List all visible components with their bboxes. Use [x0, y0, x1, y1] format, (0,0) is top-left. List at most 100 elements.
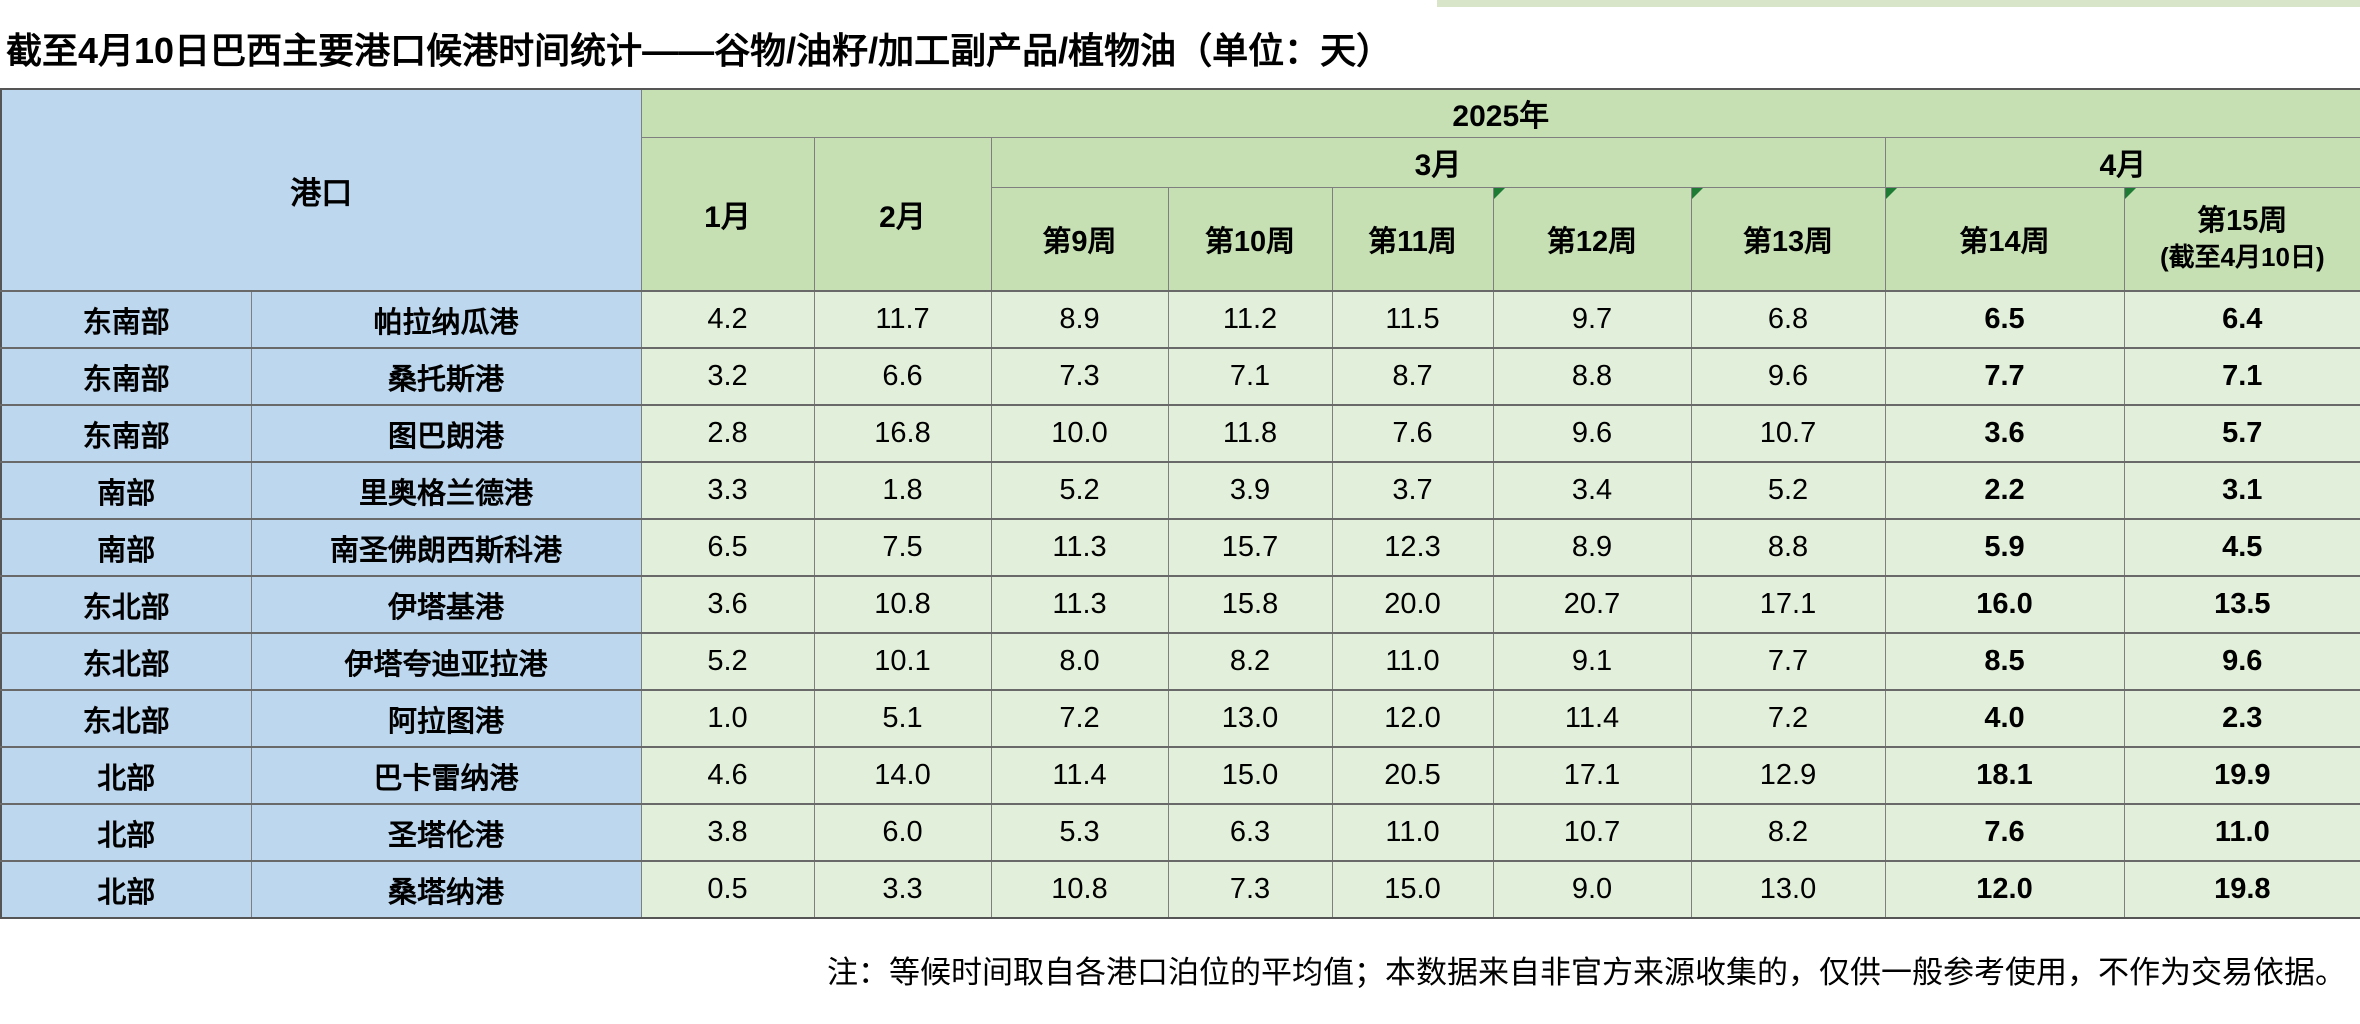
value-cell[interactable]: 7.7	[1884, 347, 2125, 406]
region-cell[interactable]: 北部	[0, 746, 252, 805]
value-cell[interactable]: 19.8	[2123, 860, 2360, 919]
value-cell[interactable]: 6.0	[813, 803, 992, 862]
value-cell[interactable]: 7.6	[1884, 803, 2125, 862]
value-cell[interactable]: 19.9	[2123, 746, 2360, 805]
value-cell[interactable]: 5.2	[640, 632, 815, 691]
value-cell[interactable]: 8.0	[990, 632, 1169, 691]
value-cell[interactable]: 3.6	[640, 575, 815, 634]
value-cell[interactable]: 8.8	[1690, 518, 1886, 577]
value-cell[interactable]: 9.7	[1492, 290, 1692, 349]
value-cell[interactable]: 6.5	[1884, 290, 2125, 349]
value-cell[interactable]: 11.7	[813, 290, 992, 349]
value-cell[interactable]: 5.7	[2123, 404, 2360, 463]
value-cell[interactable]: 1.0	[640, 689, 815, 748]
port-name-cell[interactable]: 伊塔基港	[250, 575, 642, 634]
month-header-mar[interactable]: 3月	[990, 136, 1886, 188]
value-cell[interactable]: 9.6	[1690, 347, 1886, 406]
value-cell[interactable]: 3.6	[1884, 404, 2125, 463]
value-cell[interactable]: 12.9	[1690, 746, 1886, 805]
value-cell[interactable]: 20.0	[1331, 575, 1494, 634]
port-name-cell[interactable]: 桑塔纳港	[250, 860, 642, 919]
region-cell[interactable]: 北部	[0, 860, 252, 919]
port-name-cell[interactable]: 圣塔伦港	[250, 803, 642, 862]
value-cell[interactable]: 8.9	[1492, 518, 1692, 577]
value-cell[interactable]: 7.1	[2123, 347, 2360, 406]
week-header-12[interactable]: 第12周	[1492, 186, 1692, 292]
value-cell[interactable]: 3.8	[640, 803, 815, 862]
value-cell[interactable]: 9.6	[1492, 404, 1692, 463]
value-cell[interactable]: 17.1	[1492, 746, 1692, 805]
value-cell[interactable]: 8.5	[1884, 632, 2125, 691]
value-cell[interactable]: 3.7	[1331, 461, 1494, 520]
value-cell[interactable]: 11.3	[990, 575, 1169, 634]
value-cell[interactable]: 12.0	[1884, 860, 2125, 919]
value-cell[interactable]: 15.0	[1331, 860, 1494, 919]
value-cell[interactable]: 3.2	[640, 347, 815, 406]
week-header-9[interactable]: 第9周	[990, 186, 1169, 292]
value-cell[interactable]: 6.5	[640, 518, 815, 577]
value-cell[interactable]: 4.5	[2123, 518, 2360, 577]
value-cell[interactable]: 10.1	[813, 632, 992, 691]
port-name-cell[interactable]: 伊塔夸迪亚拉港	[250, 632, 642, 691]
region-cell[interactable]: 南部	[0, 518, 252, 577]
value-cell[interactable]: 20.7	[1492, 575, 1692, 634]
value-cell[interactable]: 3.1	[2123, 461, 2360, 520]
region-cell[interactable]: 东南部	[0, 404, 252, 463]
value-cell[interactable]: 13.5	[2123, 575, 2360, 634]
value-cell[interactable]: 10.0	[990, 404, 1169, 463]
value-cell[interactable]: 3.4	[1492, 461, 1692, 520]
value-cell[interactable]: 13.0	[1167, 689, 1333, 748]
value-cell[interactable]: 6.6	[813, 347, 992, 406]
value-cell[interactable]: 12.3	[1331, 518, 1494, 577]
region-cell[interactable]: 东北部	[0, 632, 252, 691]
value-cell[interactable]: 5.2	[1690, 461, 1886, 520]
value-cell[interactable]: 7.6	[1331, 404, 1494, 463]
value-cell[interactable]: 7.3	[990, 347, 1169, 406]
value-cell[interactable]: 3.3	[640, 461, 815, 520]
value-cell[interactable]: 13.0	[1690, 860, 1886, 919]
value-cell[interactable]: 6.3	[1167, 803, 1333, 862]
month-header-apr[interactable]: 4月	[1884, 136, 2360, 188]
value-cell[interactable]: 10.7	[1492, 803, 1692, 862]
value-cell[interactable]: 3.3	[813, 860, 992, 919]
value-cell[interactable]: 7.3	[1167, 860, 1333, 919]
value-cell[interactable]: 7.2	[990, 689, 1169, 748]
value-cell[interactable]: 18.1	[1884, 746, 2125, 805]
value-cell[interactable]: 7.2	[1690, 689, 1886, 748]
value-cell[interactable]: 11.3	[990, 518, 1169, 577]
value-cell[interactable]: 10.7	[1690, 404, 1886, 463]
value-cell[interactable]: 1.8	[813, 461, 992, 520]
value-cell[interactable]: 8.9	[990, 290, 1169, 349]
value-cell[interactable]: 2.3	[2123, 689, 2360, 748]
value-cell[interactable]: 3.9	[1167, 461, 1333, 520]
value-cell[interactable]: 9.1	[1492, 632, 1692, 691]
month-header-feb[interactable]: 2月	[813, 136, 992, 292]
value-cell[interactable]: 11.0	[1331, 632, 1494, 691]
value-cell[interactable]: 11.0	[2123, 803, 2360, 862]
port-column-header[interactable]: 港口	[0, 88, 642, 292]
value-cell[interactable]: 15.7	[1167, 518, 1333, 577]
value-cell[interactable]: 8.2	[1167, 632, 1333, 691]
value-cell[interactable]: 4.6	[640, 746, 815, 805]
region-cell[interactable]: 东南部	[0, 290, 252, 349]
week-header-11[interactable]: 第11周	[1331, 186, 1494, 292]
port-name-cell[interactable]: 图巴朗港	[250, 404, 642, 463]
week-header-10[interactable]: 第10周	[1167, 186, 1333, 292]
value-cell[interactable]: 11.4	[990, 746, 1169, 805]
value-cell[interactable]: 11.5	[1331, 290, 1494, 349]
value-cell[interactable]: 16.0	[1884, 575, 2125, 634]
value-cell[interactable]: 5.9	[1884, 518, 2125, 577]
week-header-15[interactable]: 第15周 (截至4月10日)	[2123, 186, 2360, 292]
month-header-jan[interactable]: 1月	[640, 136, 815, 292]
value-cell[interactable]: 11.4	[1492, 689, 1692, 748]
value-cell[interactable]: 20.5	[1331, 746, 1494, 805]
port-name-cell[interactable]: 阿拉图港	[250, 689, 642, 748]
value-cell[interactable]: 16.8	[813, 404, 992, 463]
value-cell[interactable]: 5.1	[813, 689, 992, 748]
port-name-cell[interactable]: 帕拉纳瓜港	[250, 290, 642, 349]
port-name-cell[interactable]: 里奥格兰德港	[250, 461, 642, 520]
region-cell[interactable]: 东北部	[0, 689, 252, 748]
value-cell[interactable]: 7.1	[1167, 347, 1333, 406]
value-cell[interactable]: 15.8	[1167, 575, 1333, 634]
region-cell[interactable]: 东南部	[0, 347, 252, 406]
